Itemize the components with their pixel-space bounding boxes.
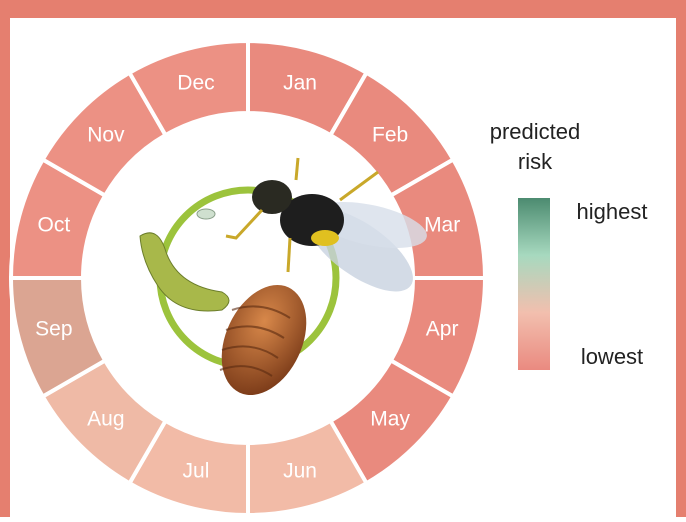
- legend-low: lowest: [581, 344, 643, 369]
- infographic: Jan Feb Mar Apr May Jun Jul Aug Sep Oct Nov Dec pre…: [0, 0, 686, 517]
- month-label: Oct: [38, 214, 71, 237]
- legend-title: risk: [518, 149, 553, 174]
- month-label: May: [370, 408, 410, 431]
- legend-high: highest: [577, 199, 648, 224]
- stripe: [311, 230, 339, 246]
- head: [252, 180, 292, 214]
- month-label: Mar: [424, 214, 460, 237]
- month-label: Jan: [283, 71, 317, 94]
- month-label: Jun: [283, 460, 317, 483]
- risk-gradient: [518, 198, 550, 370]
- month-label: Apr: [426, 318, 459, 341]
- month-label: Sep: [35, 318, 72, 341]
- month-label: Nov: [87, 123, 125, 146]
- month-label: Feb: [372, 123, 408, 146]
- egg: [197, 209, 215, 219]
- month-label: Jul: [183, 460, 210, 483]
- month-label: Dec: [177, 71, 214, 94]
- month-label: Aug: [87, 408, 124, 431]
- legend-title: predicted: [490, 119, 581, 144]
